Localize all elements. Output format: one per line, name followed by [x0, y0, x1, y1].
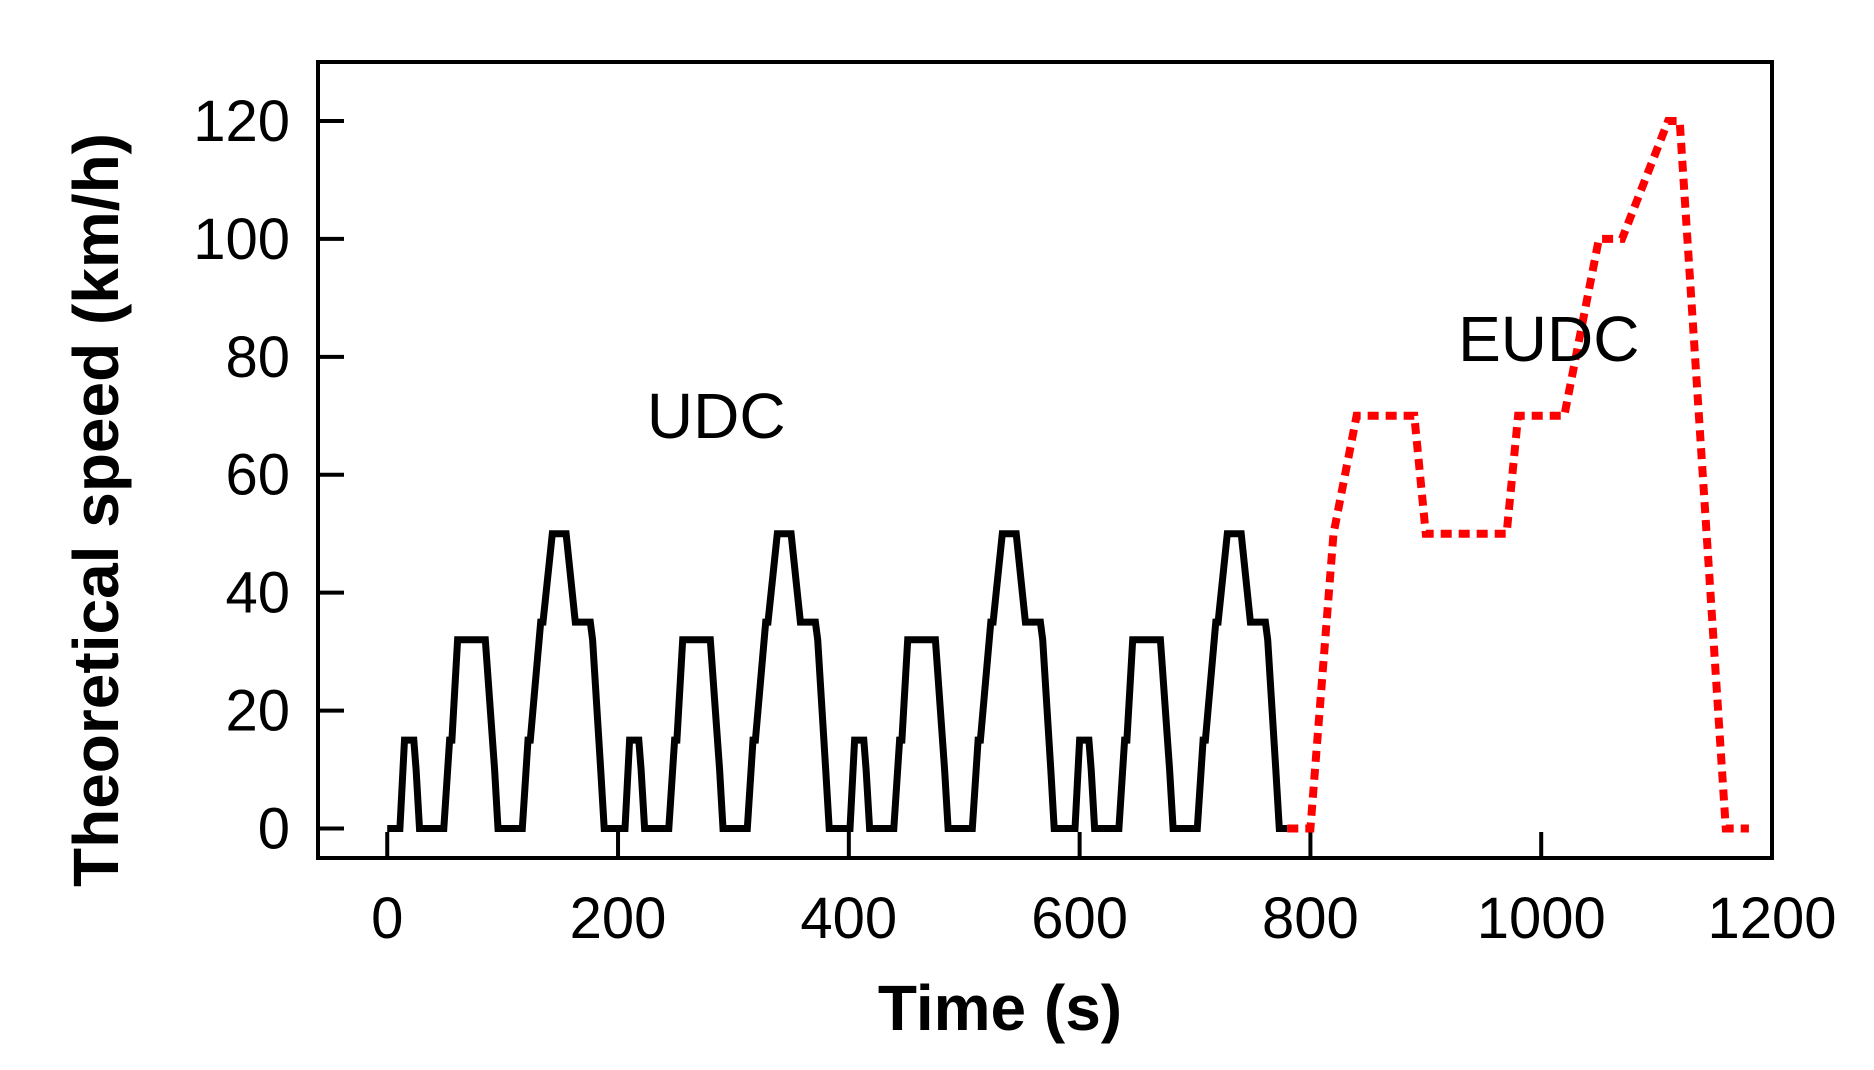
eudc-speed-line — [1287, 117, 1749, 833]
y-tick-label: 40 — [225, 561, 290, 626]
x-axis: 0 200 400 600 800 1000 1200 — [371, 832, 1837, 951]
x-tick-label: 800 — [1262, 886, 1359, 951]
x-axis-title: Time (s) — [878, 972, 1122, 1044]
x-tick-label: 1200 — [1707, 886, 1836, 951]
annotation-layer: UDC EUDC — [647, 303, 1640, 452]
x-tick-label: 600 — [1031, 886, 1128, 951]
x-tick-label: 200 — [570, 886, 667, 951]
y-tick-label: 120 — [193, 89, 290, 154]
y-axis: 0 20 40 60 80 100 120 — [193, 89, 344, 862]
y-tick-label: 100 — [193, 207, 290, 272]
cycle-annotation: UDC — [647, 380, 786, 452]
y-tick-label: 60 — [225, 443, 290, 508]
y-tick-label: 0 — [258, 797, 290, 862]
udc-speed-line — [387, 530, 1288, 832]
x-tick-label: 1000 — [1477, 886, 1606, 951]
y-axis-title: Theoretical speed (km/h) — [60, 133, 132, 887]
x-tick-label: 0 — [371, 886, 403, 951]
cycle-annotation: EUDC — [1458, 303, 1639, 375]
plot-frame — [316, 60, 1774, 860]
y-tick-label: 20 — [225, 679, 290, 744]
x-tick-label: 400 — [800, 886, 897, 951]
series-layer — [387, 117, 1749, 833]
y-tick-label: 80 — [225, 325, 290, 390]
